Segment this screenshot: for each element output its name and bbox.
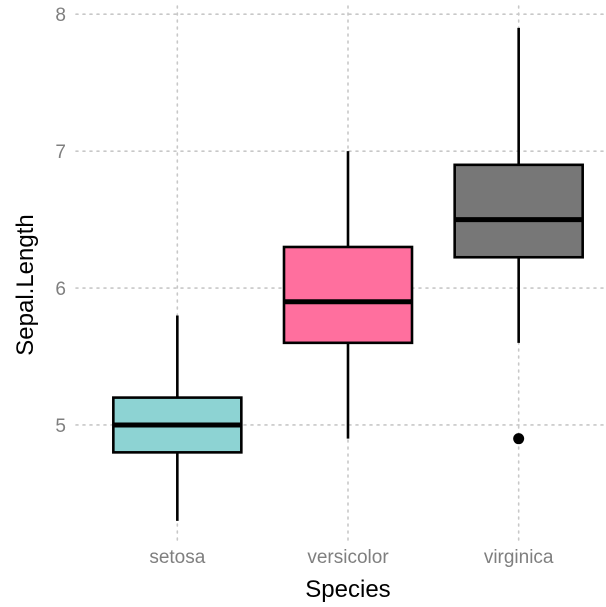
x-tick-label: setosa xyxy=(149,547,205,568)
x-tick-labels: setosa versicolor virginica xyxy=(149,547,554,568)
outlier-point xyxy=(513,433,524,444)
box-iqr xyxy=(284,247,412,343)
box-setosa xyxy=(113,315,241,520)
x-tick-label: virginica xyxy=(484,547,554,568)
y-tick-labels: 5 6 7 8 xyxy=(55,5,66,437)
box-versicolor xyxy=(284,151,412,439)
y-axis-title: Sepal.Length xyxy=(12,214,39,355)
box-virginica xyxy=(455,28,583,444)
x-axis-title: Species xyxy=(305,576,390,602)
y-tick-label: 5 xyxy=(55,416,66,437)
x-tick-label: versicolor xyxy=(307,547,389,568)
box-iqr xyxy=(455,165,583,257)
y-tick-label: 7 xyxy=(55,142,66,163)
y-tick-label: 6 xyxy=(55,279,66,300)
y-tick-label: 8 xyxy=(55,5,66,26)
